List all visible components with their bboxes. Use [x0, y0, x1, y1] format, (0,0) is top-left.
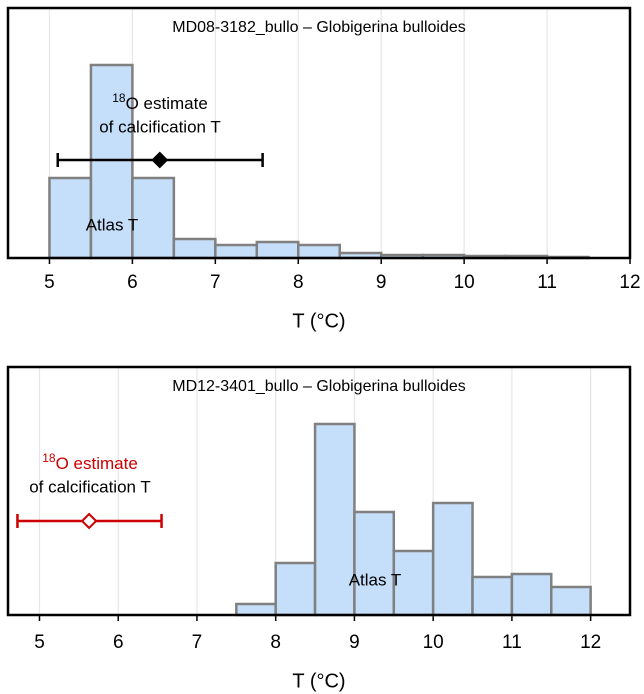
- x-tick-label: 11: [502, 632, 522, 653]
- bar: [255, 240, 300, 260]
- annotation: 18O estimate: [112, 91, 208, 113]
- x-tick-label: 6: [113, 632, 124, 653]
- x-tick-label: 11: [537, 272, 557, 293]
- plot-frame: [6, 365, 632, 617]
- annotation-text: O estimate: [56, 454, 138, 473]
- x-tick-label: 10: [423, 632, 444, 653]
- bar: [297, 243, 341, 260]
- annotation: 18O estimate: [42, 451, 138, 473]
- bar: [353, 510, 396, 617]
- x-tick-label: 9: [376, 272, 387, 293]
- bar: [214, 243, 259, 260]
- x-tick-label: 5: [44, 272, 55, 293]
- x-tick-label: 9: [349, 632, 360, 653]
- bar-label: Atlas T: [349, 570, 402, 589]
- x-tick-label: 6: [127, 272, 138, 293]
- bar: [510, 572, 553, 617]
- bar: [172, 237, 217, 260]
- estimate-marker: [80, 512, 98, 530]
- plot-frame: [6, 6, 632, 260]
- x-tick-label: 12: [619, 272, 640, 293]
- bar-label: Atlas T: [86, 215, 139, 234]
- x-tick-label: 7: [192, 632, 203, 653]
- x-tick-label: 7: [210, 272, 221, 293]
- x-axis-label: T (°C): [292, 310, 345, 332]
- x-tick-label: 8: [293, 272, 304, 293]
- x-axis-label: T (°C): [292, 670, 345, 692]
- annotation: of calcification T: [29, 477, 151, 496]
- bar: [131, 176, 176, 260]
- chart-title: MD08-3182_bullo – Globigerina bulloides: [172, 19, 466, 36]
- bar: [48, 176, 93, 260]
- x-tick-label: 12: [580, 632, 601, 653]
- annotation: of calcification T: [99, 117, 221, 136]
- bar: [235, 602, 277, 617]
- x-tick-label: 5: [34, 632, 45, 653]
- chart: 5 6 7 8 9 10 11 12 MD08-3182_bullo – Globigerina…: [6, 6, 641, 332]
- estimate-marker: [151, 151, 169, 169]
- annotation-sup: 18: [42, 451, 56, 465]
- annotation-text: O estimate: [126, 94, 208, 113]
- bar: [431, 501, 474, 617]
- bar: [471, 575, 514, 617]
- bar: [313, 422, 356, 617]
- annotation-sup: 18: [112, 91, 126, 105]
- chart: 5 6 7 8 9 10 11 12 MD12-3401_bullo – Globigerina…: [6, 365, 632, 692]
- bar: [274, 561, 317, 617]
- chart-title: MD12-3401_bullo – Globigerina bulloides: [172, 378, 466, 395]
- x-tick-label: 10: [454, 272, 475, 293]
- x-tick-label: 8: [270, 632, 281, 653]
- bar: [550, 585, 592, 617]
